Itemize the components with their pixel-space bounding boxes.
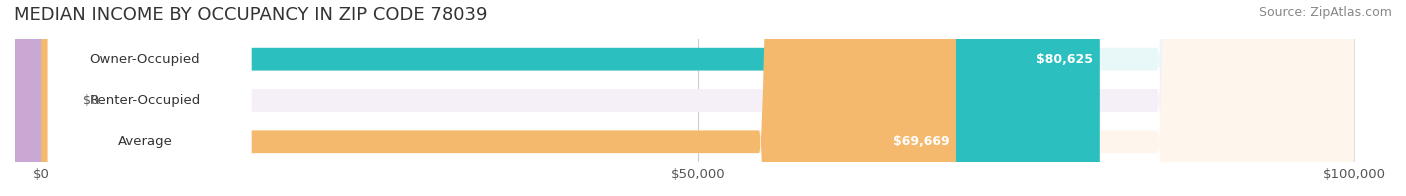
FancyBboxPatch shape (41, 0, 1354, 196)
FancyBboxPatch shape (41, 0, 1354, 196)
Text: Source: ZipAtlas.com: Source: ZipAtlas.com (1258, 6, 1392, 19)
Text: Owner-Occupied: Owner-Occupied (90, 53, 200, 66)
Text: Renter-Occupied: Renter-Occupied (90, 94, 201, 107)
FancyBboxPatch shape (48, 0, 252, 196)
Text: $0: $0 (83, 94, 100, 107)
Text: MEDIAN INCOME BY OCCUPANCY IN ZIP CODE 78039: MEDIAN INCOME BY OCCUPANCY IN ZIP CODE 7… (14, 6, 488, 24)
FancyBboxPatch shape (48, 0, 252, 196)
FancyBboxPatch shape (41, 0, 1354, 196)
Text: $69,669: $69,669 (893, 135, 949, 148)
FancyBboxPatch shape (41, 0, 1099, 196)
Text: Average: Average (118, 135, 173, 148)
FancyBboxPatch shape (48, 0, 252, 196)
FancyBboxPatch shape (13, 0, 107, 196)
Text: $80,625: $80,625 (1036, 53, 1094, 66)
FancyBboxPatch shape (41, 0, 956, 196)
